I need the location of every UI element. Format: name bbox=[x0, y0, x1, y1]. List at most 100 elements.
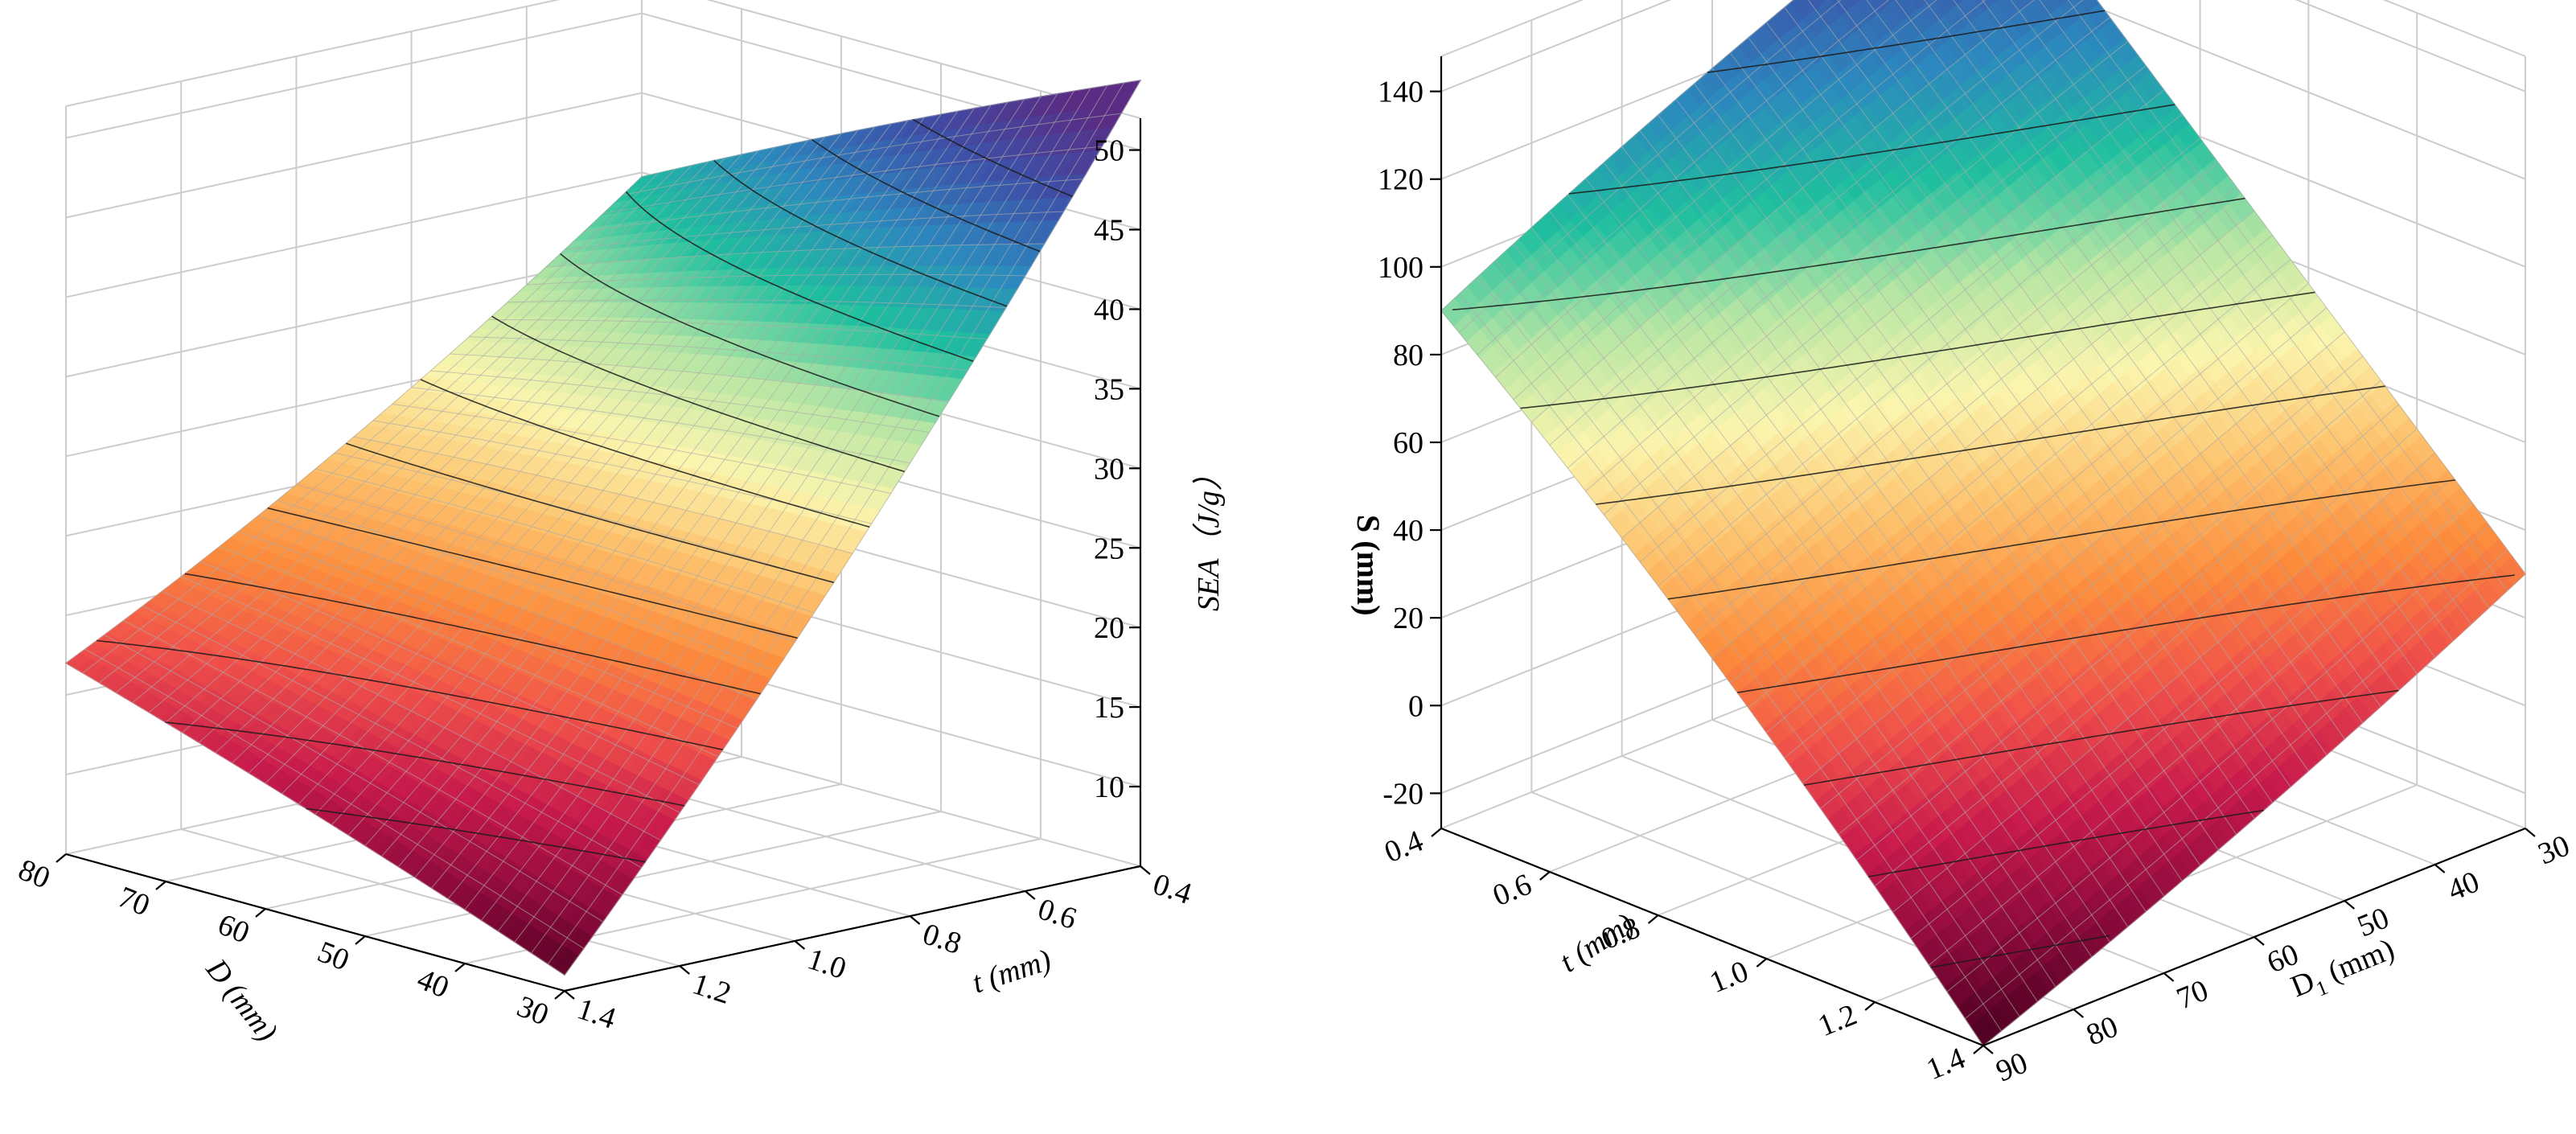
tick-mark bbox=[155, 881, 166, 890]
contour-line bbox=[625, 191, 974, 362]
sea-surface bbox=[64, 80, 1142, 976]
contour-line bbox=[346, 442, 834, 583]
contour-line bbox=[912, 119, 1073, 198]
mesh-line bbox=[2096, 0, 2526, 574]
contour-line bbox=[306, 807, 646, 863]
tick-label: 120 bbox=[1378, 163, 1424, 197]
tick-mark bbox=[55, 853, 67, 863]
tick-mark bbox=[2434, 864, 2446, 873]
t-axis-line bbox=[1440, 827, 1984, 1047]
contour-line bbox=[1930, 935, 2110, 968]
tick-mark bbox=[564, 990, 575, 1000]
grid-line bbox=[65, 12, 1141, 151]
mesh-line bbox=[149, 158, 725, 713]
contour-line bbox=[1667, 479, 2455, 600]
y-axis-title-unit: (mm) bbox=[2316, 932, 2399, 992]
mesh-line bbox=[2067, 0, 2508, 591]
tick-label: 40 bbox=[1393, 514, 1424, 548]
mesh-line bbox=[1440, 0, 1794, 311]
tick-label: 0.4 bbox=[1149, 867, 1196, 911]
contour-line bbox=[420, 379, 870, 528]
tick-mark bbox=[2253, 936, 2265, 946]
tick-label: 80 bbox=[1393, 339, 1424, 372]
mesh-line bbox=[1513, 0, 1986, 401]
sea-surface-chart: 1.4 1.2 1.0 0.8 0.6 0.4 30 40 50 60 70 80 10 15 20 25 30… bbox=[14, 0, 1226, 1048]
tick-label: 20 bbox=[1393, 602, 1424, 635]
tick-label: 0.4 bbox=[1380, 824, 1428, 870]
contour-line bbox=[560, 253, 940, 417]
tick-label: 10 bbox=[1094, 770, 1124, 804]
mesh-line bbox=[132, 161, 709, 703]
tick-label: 50 bbox=[1094, 134, 1124, 168]
s-surface bbox=[1440, 0, 2526, 1046]
mesh-line bbox=[65, 176, 643, 664]
grid-line bbox=[1440, 0, 2526, 92]
mesh-line bbox=[622, 113, 1122, 196]
contour-line bbox=[1452, 197, 2245, 310]
tick-mark bbox=[1756, 958, 1768, 968]
contour-line bbox=[1868, 809, 2264, 877]
s-chart-axes bbox=[1430, 56, 2536, 1054]
tick-label: 60 bbox=[213, 907, 254, 950]
s-contour-lines bbox=[1452, 10, 2515, 968]
y-axis-title: D (mm) bbox=[199, 952, 284, 1048]
tick-label: 0.6 bbox=[1033, 892, 1080, 936]
contour-line bbox=[1520, 291, 2315, 409]
surface-patch bbox=[1953, 0, 1966, 6]
tick-label: 0 bbox=[1408, 689, 1424, 723]
tick-mark bbox=[454, 963, 466, 972]
tick-label: 1.2 bbox=[688, 967, 735, 1011]
grid-frame bbox=[65, 0, 1141, 119]
tick-mark bbox=[794, 940, 806, 950]
y-axis-title: D1 (mm) bbox=[2286, 932, 2401, 1009]
sea-chart-axes bbox=[55, 118, 1151, 1000]
tick-mark bbox=[1140, 865, 1151, 875]
tick-mark bbox=[355, 935, 366, 945]
tick-mark bbox=[679, 965, 690, 975]
tick-label: 1.4 bbox=[1922, 1042, 1970, 1087]
tick-label: 1.2 bbox=[1814, 998, 1862, 1044]
contour-line bbox=[1707, 10, 2106, 73]
sea-contour-lines bbox=[97, 119, 1073, 863]
contour-line bbox=[1737, 574, 2515, 693]
grid-line bbox=[641, 729, 1141, 867]
mesh-line bbox=[115, 165, 692, 693]
tick-label: 90 bbox=[1991, 1046, 2032, 1088]
contour-line bbox=[1568, 104, 2175, 195]
mesh-line bbox=[1477, 0, 1889, 355]
mesh-line bbox=[1459, 0, 1842, 334]
tick-mark bbox=[2163, 972, 2175, 982]
tick-mark bbox=[1025, 890, 1036, 900]
tick-label: 40 bbox=[413, 962, 454, 1005]
tick-mark bbox=[1431, 828, 1442, 837]
tick-label: 60 bbox=[1393, 426, 1424, 460]
mesh-line bbox=[99, 168, 676, 684]
mesh-line bbox=[2039, 0, 2490, 608]
contour-line bbox=[491, 315, 906, 473]
contour-line bbox=[713, 159, 1008, 307]
tick-label: 30 bbox=[1094, 452, 1124, 486]
s-surface-mesh bbox=[1440, 0, 2526, 1046]
tick-label: 1.0 bbox=[1705, 955, 1753, 1000]
tick-label: 140 bbox=[1378, 76, 1424, 109]
contour-line bbox=[1596, 385, 2385, 505]
tick-label: 1.0 bbox=[803, 942, 850, 986]
tick-mark bbox=[1982, 1045, 1994, 1054]
x-axis-title: t (mm) bbox=[968, 943, 1055, 1000]
tick-label: 0.6 bbox=[1488, 868, 1536, 914]
z-axis-title: SEA（J/g） bbox=[1192, 460, 1226, 611]
tick-mark bbox=[1864, 1001, 1876, 1011]
tick-label: 1.4 bbox=[573, 992, 620, 1036]
tick-mark bbox=[554, 990, 565, 1000]
contour-line bbox=[267, 507, 798, 639]
mesh-line bbox=[1981, 0, 2454, 642]
tick-label: 45 bbox=[1094, 214, 1124, 248]
contour-line bbox=[1803, 689, 2399, 786]
tick-mark bbox=[2344, 900, 2356, 910]
tick-label: 40 bbox=[1094, 293, 1124, 327]
mesh-line bbox=[1953, 0, 2436, 658]
mesh-line bbox=[584, 179, 1083, 232]
d-axis-line bbox=[65, 853, 565, 992]
mesh-line bbox=[2010, 0, 2472, 625]
